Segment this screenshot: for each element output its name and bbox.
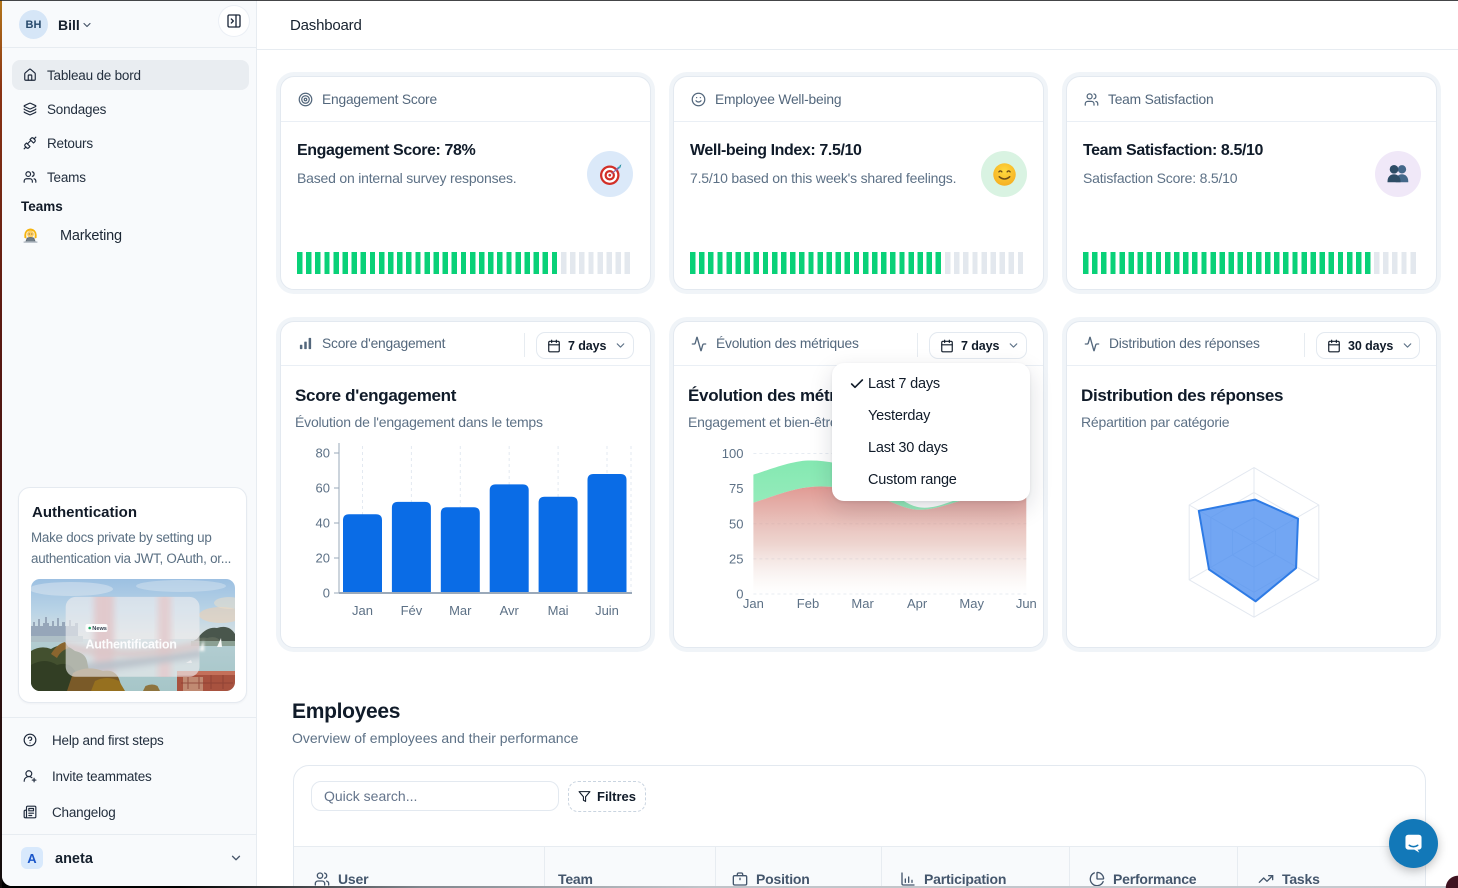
svg-text:Feb: Feb xyxy=(797,596,819,611)
svg-text:0: 0 xyxy=(736,587,743,602)
svg-text:40: 40 xyxy=(316,516,330,531)
svg-text:20: 20 xyxy=(316,551,330,566)
svg-text:25: 25 xyxy=(729,551,743,566)
svg-text:May: May xyxy=(959,596,984,611)
svg-text:Avr: Avr xyxy=(500,603,520,618)
svg-text:Mar: Mar xyxy=(449,603,472,618)
svg-text:75: 75 xyxy=(729,481,743,496)
svg-text:Juin: Juin xyxy=(595,603,619,618)
svg-text:Mai: Mai xyxy=(548,603,569,618)
svg-text:Jan: Jan xyxy=(743,596,764,611)
svg-text:Jun: Jun xyxy=(1016,596,1036,611)
svg-text:Fév: Fév xyxy=(401,603,423,618)
svg-text:Apr: Apr xyxy=(907,596,928,611)
svg-text:0: 0 xyxy=(323,586,330,601)
svg-text:Jan: Jan xyxy=(352,603,373,618)
svg-text:News: News xyxy=(92,626,107,632)
svg-text:Authentification: Authentification xyxy=(86,638,177,652)
svg-text:100: 100 xyxy=(722,446,744,461)
svg-text:80: 80 xyxy=(316,446,330,461)
svg-text:50: 50 xyxy=(729,516,743,531)
svg-text:Mar: Mar xyxy=(851,596,874,611)
svg-text:60: 60 xyxy=(316,481,330,496)
